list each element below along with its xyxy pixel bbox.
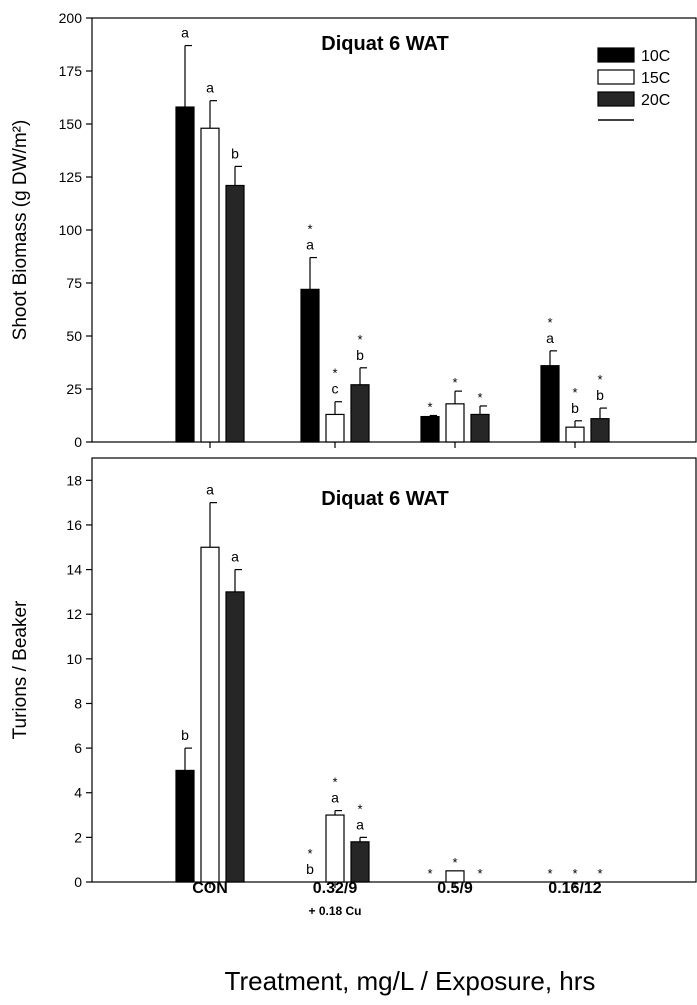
x-category-label: CON [192, 880, 228, 897]
legend-swatch [597, 47, 635, 63]
significance-letter: b [356, 347, 364, 363]
y-tick-label: 150 [59, 116, 83, 132]
bar [200, 127, 220, 443]
significance-letter: a [206, 482, 214, 498]
y-tick-label: 100 [59, 222, 83, 238]
significance-star: * [597, 372, 602, 387]
y-tick-label: 0 [74, 874, 82, 890]
legend-label: 15C [641, 70, 670, 87]
bar [540, 365, 560, 443]
significance-star: * [572, 385, 577, 400]
bar [225, 591, 245, 883]
significance-star: * [547, 866, 552, 881]
significance-star: * [332, 366, 337, 381]
significance-letter: b [181, 727, 189, 743]
y-axis-label: Turions / Beaker [10, 600, 31, 739]
bar [350, 841, 370, 883]
bar [445, 870, 465, 883]
bar [225, 184, 245, 443]
significance-star: * [357, 801, 362, 816]
significance-star: * [572, 866, 577, 881]
significance-star: * [597, 866, 602, 881]
y-tick-label: 25 [66, 381, 82, 397]
y-tick-label: 16 [66, 517, 82, 533]
significance-letter: a [231, 549, 239, 565]
legend-swatch [597, 69, 635, 85]
significance-letter: a [331, 790, 339, 806]
bar [565, 426, 585, 443]
y-tick-label: 50 [66, 328, 82, 344]
significance-letter: b [306, 861, 314, 877]
bar [420, 415, 440, 443]
chart-title: Diquat 6 WAT [321, 488, 448, 510]
significance-star: * [332, 775, 337, 790]
significance-star: * [307, 222, 312, 237]
y-tick-label: 125 [59, 169, 83, 185]
y-tick-label: 200 [59, 10, 83, 26]
significance-letter: a [306, 237, 314, 253]
y-tick-label: 0 [74, 434, 82, 450]
significance-letter: a [181, 25, 189, 41]
significance-star: * [452, 375, 457, 390]
y-tick-label: 14 [66, 562, 82, 578]
significance-star: * [357, 332, 362, 347]
bar [445, 403, 465, 443]
category-sublabel: + 0.18 Cu [308, 904, 361, 918]
panel-turions: 0 2 4 6 8 10 12 14 16 18 Turions / Beaker Diquat 6 … [10, 457, 697, 890]
bar [470, 413, 490, 443]
significance-letter: b [571, 400, 579, 416]
chart-title: Diquat 6 WAT [321, 33, 448, 55]
significance-letter: a [356, 816, 364, 832]
significance-star: * [452, 855, 457, 870]
significance-letter: c [332, 381, 339, 397]
bar [200, 546, 220, 883]
significance-star: * [477, 390, 482, 405]
plot-frame [91, 457, 697, 883]
significance-letter: b [231, 145, 239, 161]
y-tick-label: 18 [66, 472, 82, 488]
x-category-label: 0.5/9 [437, 880, 473, 897]
x-axis-label: Treatment, mg/L / Exposure, hrs [225, 966, 596, 996]
legend-label: 10C [641, 48, 670, 65]
significance-star: * [427, 866, 432, 881]
x-category-labels: CON 0.32/9 0.5/9 0.16/12 [192, 880, 602, 897]
x-category-label: 0.32/9 [313, 880, 358, 897]
panel-shoot-biomass: 0 25 50 75 100 125 150 175 200 Shoot Biomass (g D… [10, 10, 697, 450]
x-category-label: 0.16/12 [548, 880, 601, 897]
y-tick-label: 6 [74, 740, 82, 756]
significance-letter: b [596, 387, 604, 403]
y-tick-label: 12 [66, 606, 82, 622]
y-tick-label: 2 [74, 829, 82, 845]
legend-label: 20C [641, 92, 670, 109]
legend-swatch [597, 91, 635, 107]
bar [590, 418, 610, 443]
y-tick-label: 75 [66, 275, 82, 291]
bar [350, 384, 370, 443]
y-tick-label: 8 [74, 695, 82, 711]
bar [300, 288, 320, 443]
significance-letter: a [546, 330, 554, 346]
bar [325, 413, 345, 443]
bar [175, 769, 195, 883]
y-axis-label: Shoot Biomass (g DW/m²) [10, 120, 31, 341]
y-tick-label: 175 [59, 63, 83, 79]
y-tick-label: 10 [66, 651, 82, 667]
significance-star: * [307, 846, 312, 861]
significance-star: * [547, 315, 552, 330]
y-tick-label: 4 [74, 785, 82, 801]
bar [175, 106, 195, 443]
bar [325, 814, 345, 883]
significance-star: * [427, 400, 432, 415]
significance-star: * [477, 866, 482, 881]
significance-letter: a [206, 80, 214, 96]
